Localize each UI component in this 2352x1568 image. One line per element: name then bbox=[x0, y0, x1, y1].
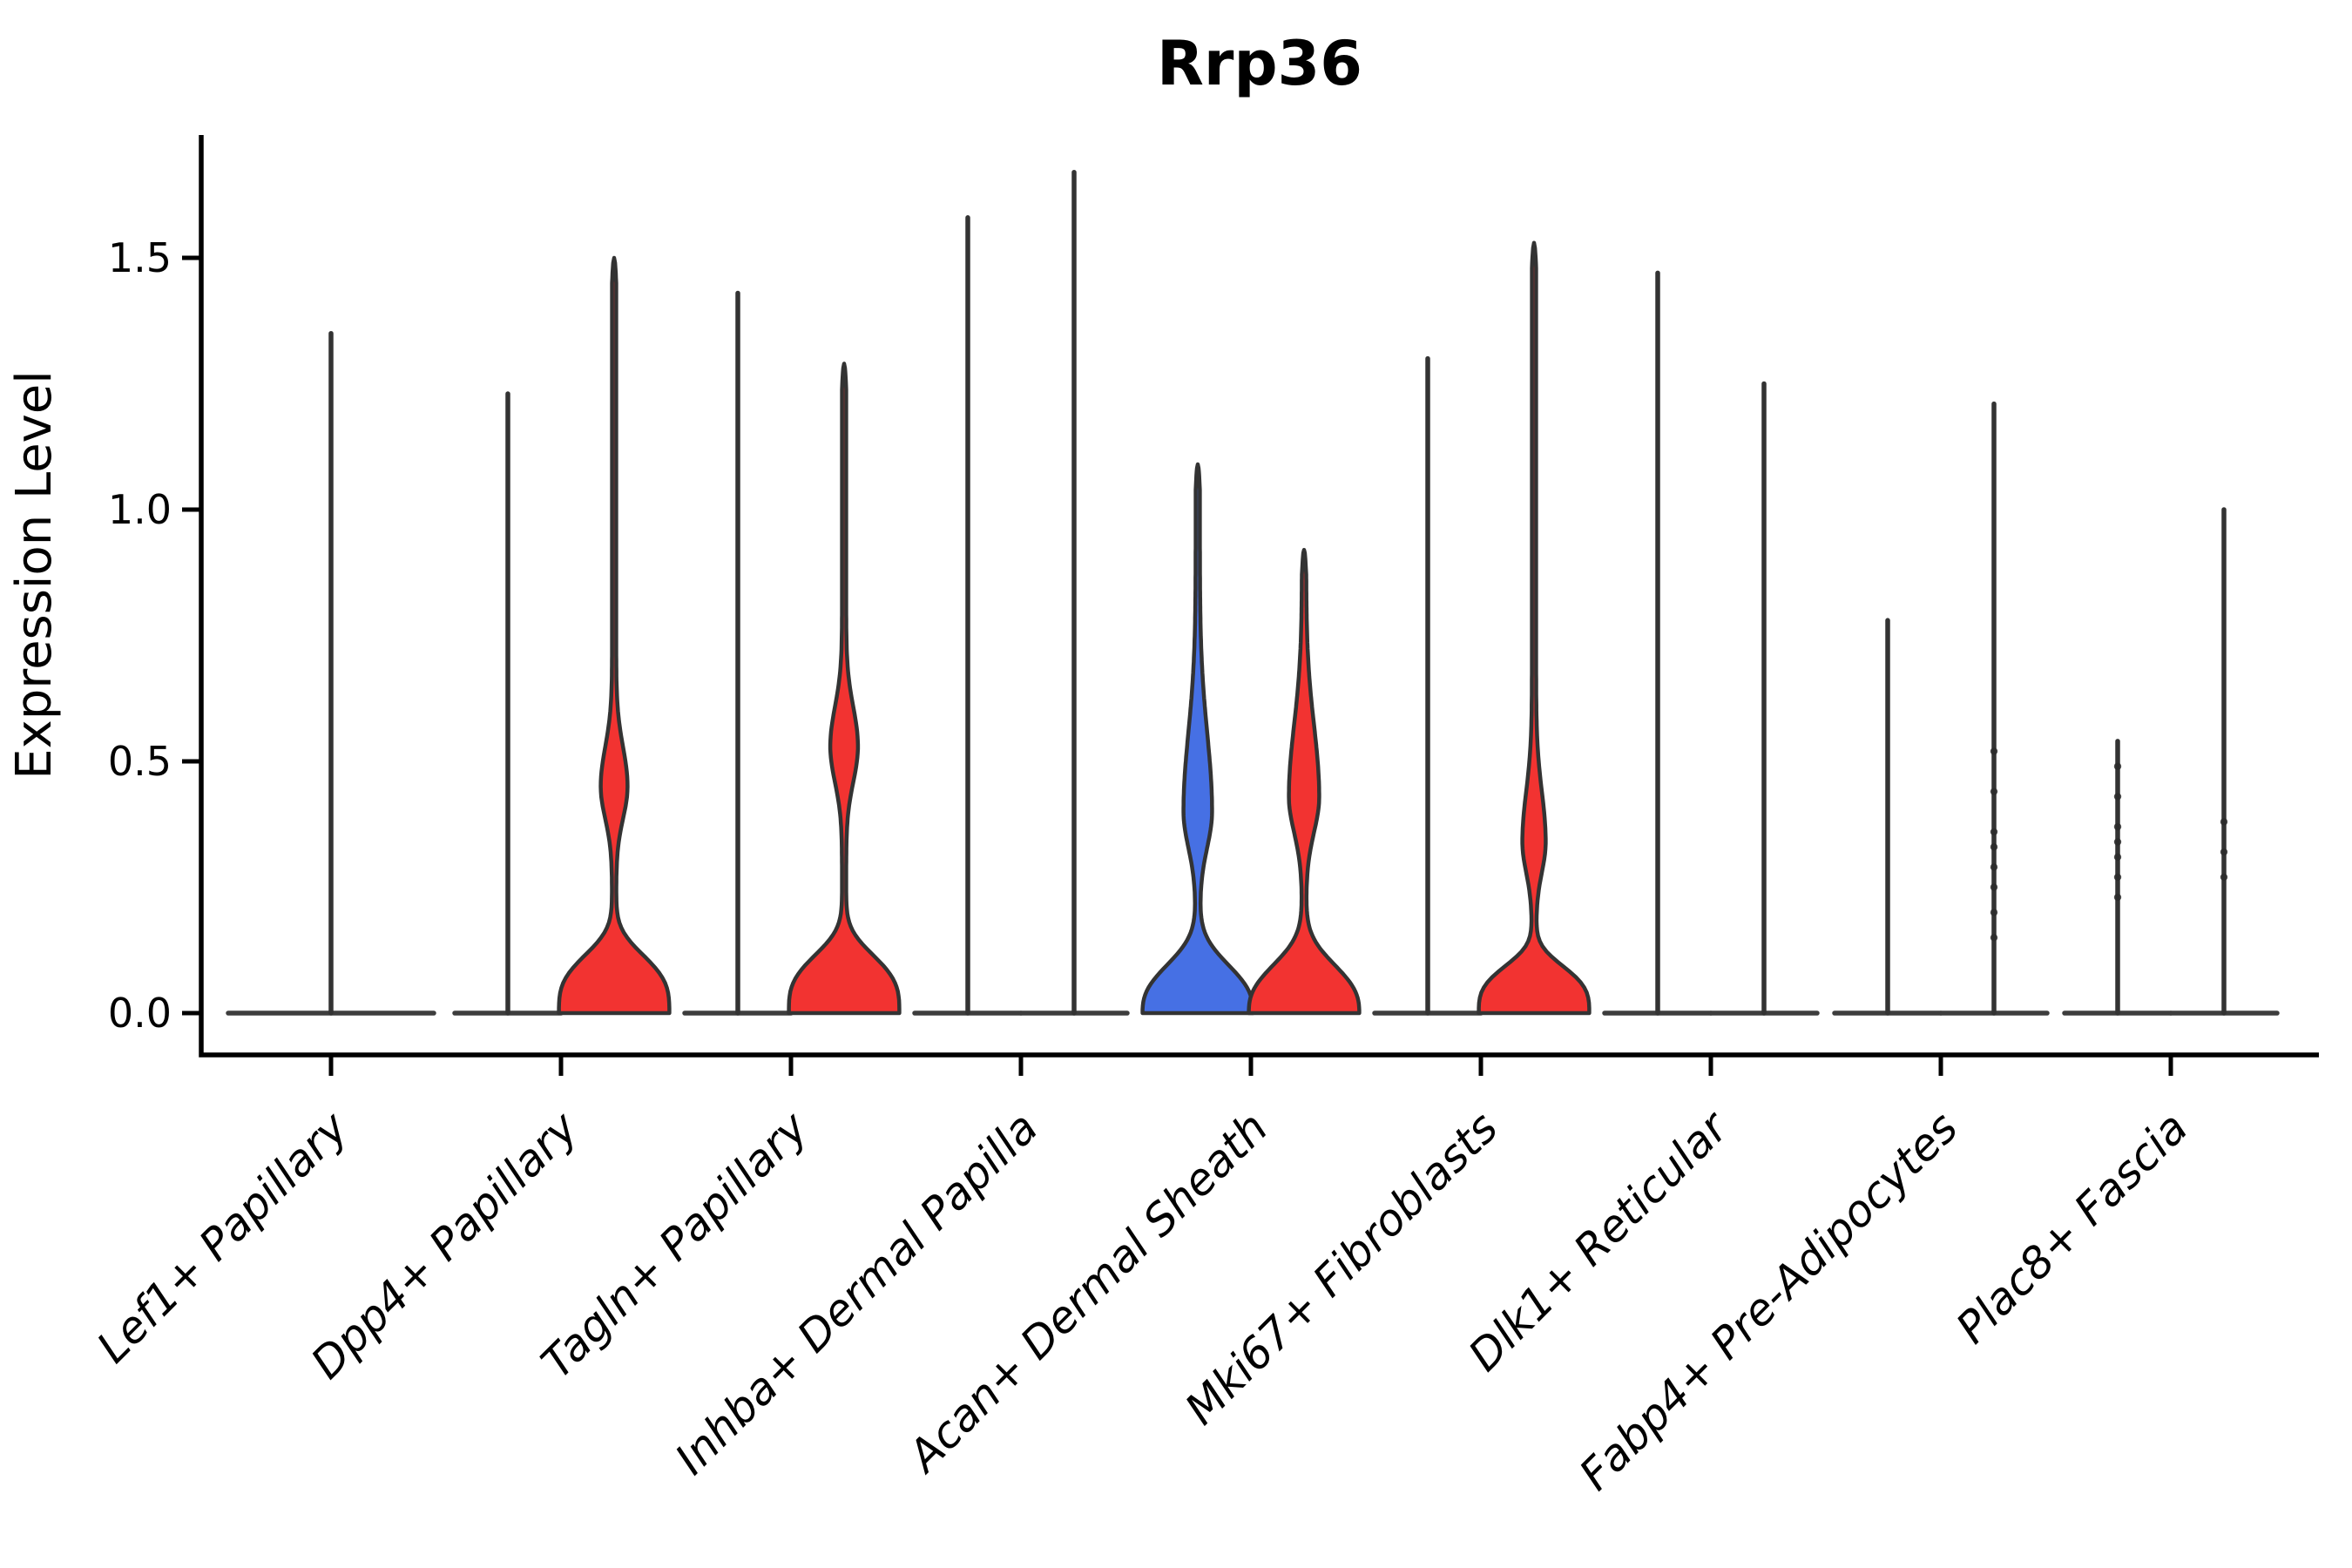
jitter-dot bbox=[2113, 793, 2122, 801]
jitter-dot bbox=[2113, 853, 2122, 862]
jitter-dot bbox=[2220, 818, 2228, 826]
violin-inhba-dermal-papilla-right bbox=[1018, 169, 1130, 1016]
violin-body bbox=[1247, 547, 1362, 1016]
jitter-dot bbox=[2113, 893, 2122, 902]
jitter-dot bbox=[1990, 934, 1998, 942]
violin-layer bbox=[226, 169, 2280, 1016]
jitter-dot bbox=[1990, 787, 1998, 795]
jitter-dot bbox=[1990, 883, 1998, 891]
x-category-label: Fabp4+ Pre-Adipocytes bbox=[1570, 1102, 1968, 1500]
violin-plac8-fascia-left bbox=[2062, 739, 2173, 1016]
violin-tagln-papillary-left bbox=[682, 290, 794, 1016]
jitter-dot bbox=[1990, 863, 1998, 871]
jitter-dot bbox=[2113, 838, 2122, 846]
violin-body bbox=[1140, 462, 1255, 1016]
violin-dpp4-papillary-left bbox=[452, 391, 564, 1016]
violin-plac8-fascia-right bbox=[2168, 507, 2280, 1016]
jitter-dot bbox=[1990, 843, 1998, 851]
violin-body bbox=[1477, 240, 1592, 1016]
y-tick-label: 0.5 bbox=[108, 738, 172, 785]
y-tick-label: 1.5 bbox=[108, 234, 172, 281]
y-axis-label: Expression Level bbox=[6, 370, 63, 780]
violin-acan-dermal-sheath-right bbox=[1247, 547, 1362, 1016]
violin-acan-dermal-sheath-left bbox=[1140, 462, 1255, 1016]
violin-body bbox=[787, 362, 902, 1016]
y-tick-label: 0.0 bbox=[108, 990, 172, 1037]
violin-fabp4-pre-adipocytes-right bbox=[1938, 401, 2050, 1016]
y-tick-label: 1.0 bbox=[108, 486, 172, 533]
chart-title: Rrp36 bbox=[1157, 28, 1362, 99]
jitter-dot bbox=[2220, 873, 2228, 882]
violin-inhba-dermal-papilla-left bbox=[912, 215, 1024, 1016]
jitter-dot bbox=[1990, 828, 1998, 836]
violin-dpp4-papillary-right bbox=[557, 255, 672, 1016]
jitter-dot bbox=[2220, 848, 2228, 856]
x-category-label: Inhba+ Dermal Papilla bbox=[666, 1102, 1047, 1484]
violin-fabp4-pre-adipocytes-left bbox=[1832, 618, 1943, 1016]
axis-spines bbox=[199, 135, 2319, 1058]
jitter-dot bbox=[2113, 822, 2122, 831]
x-category-label: Lef1+ Papillary bbox=[87, 1101, 358, 1372]
violin-lef1-papillary-single bbox=[226, 330, 436, 1016]
jitter-dot bbox=[2113, 873, 2122, 882]
x-category-label: Plac8+ Fascia bbox=[1947, 1102, 2198, 1353]
violin-tagln-papillary-right bbox=[787, 362, 902, 1016]
jitter-dot bbox=[1990, 747, 1998, 755]
violin-mki67-fibroblasts-left bbox=[1372, 355, 1484, 1016]
violin-dlk1-reticular-left bbox=[1602, 270, 1713, 1016]
jitter-dot bbox=[1990, 909, 1998, 916]
violin-mki67-fibroblasts-right bbox=[1477, 240, 1592, 1016]
violin-body bbox=[557, 255, 672, 1016]
jitter-dot bbox=[2113, 762, 2122, 770]
violin-dlk1-reticular-right bbox=[1708, 381, 1820, 1016]
